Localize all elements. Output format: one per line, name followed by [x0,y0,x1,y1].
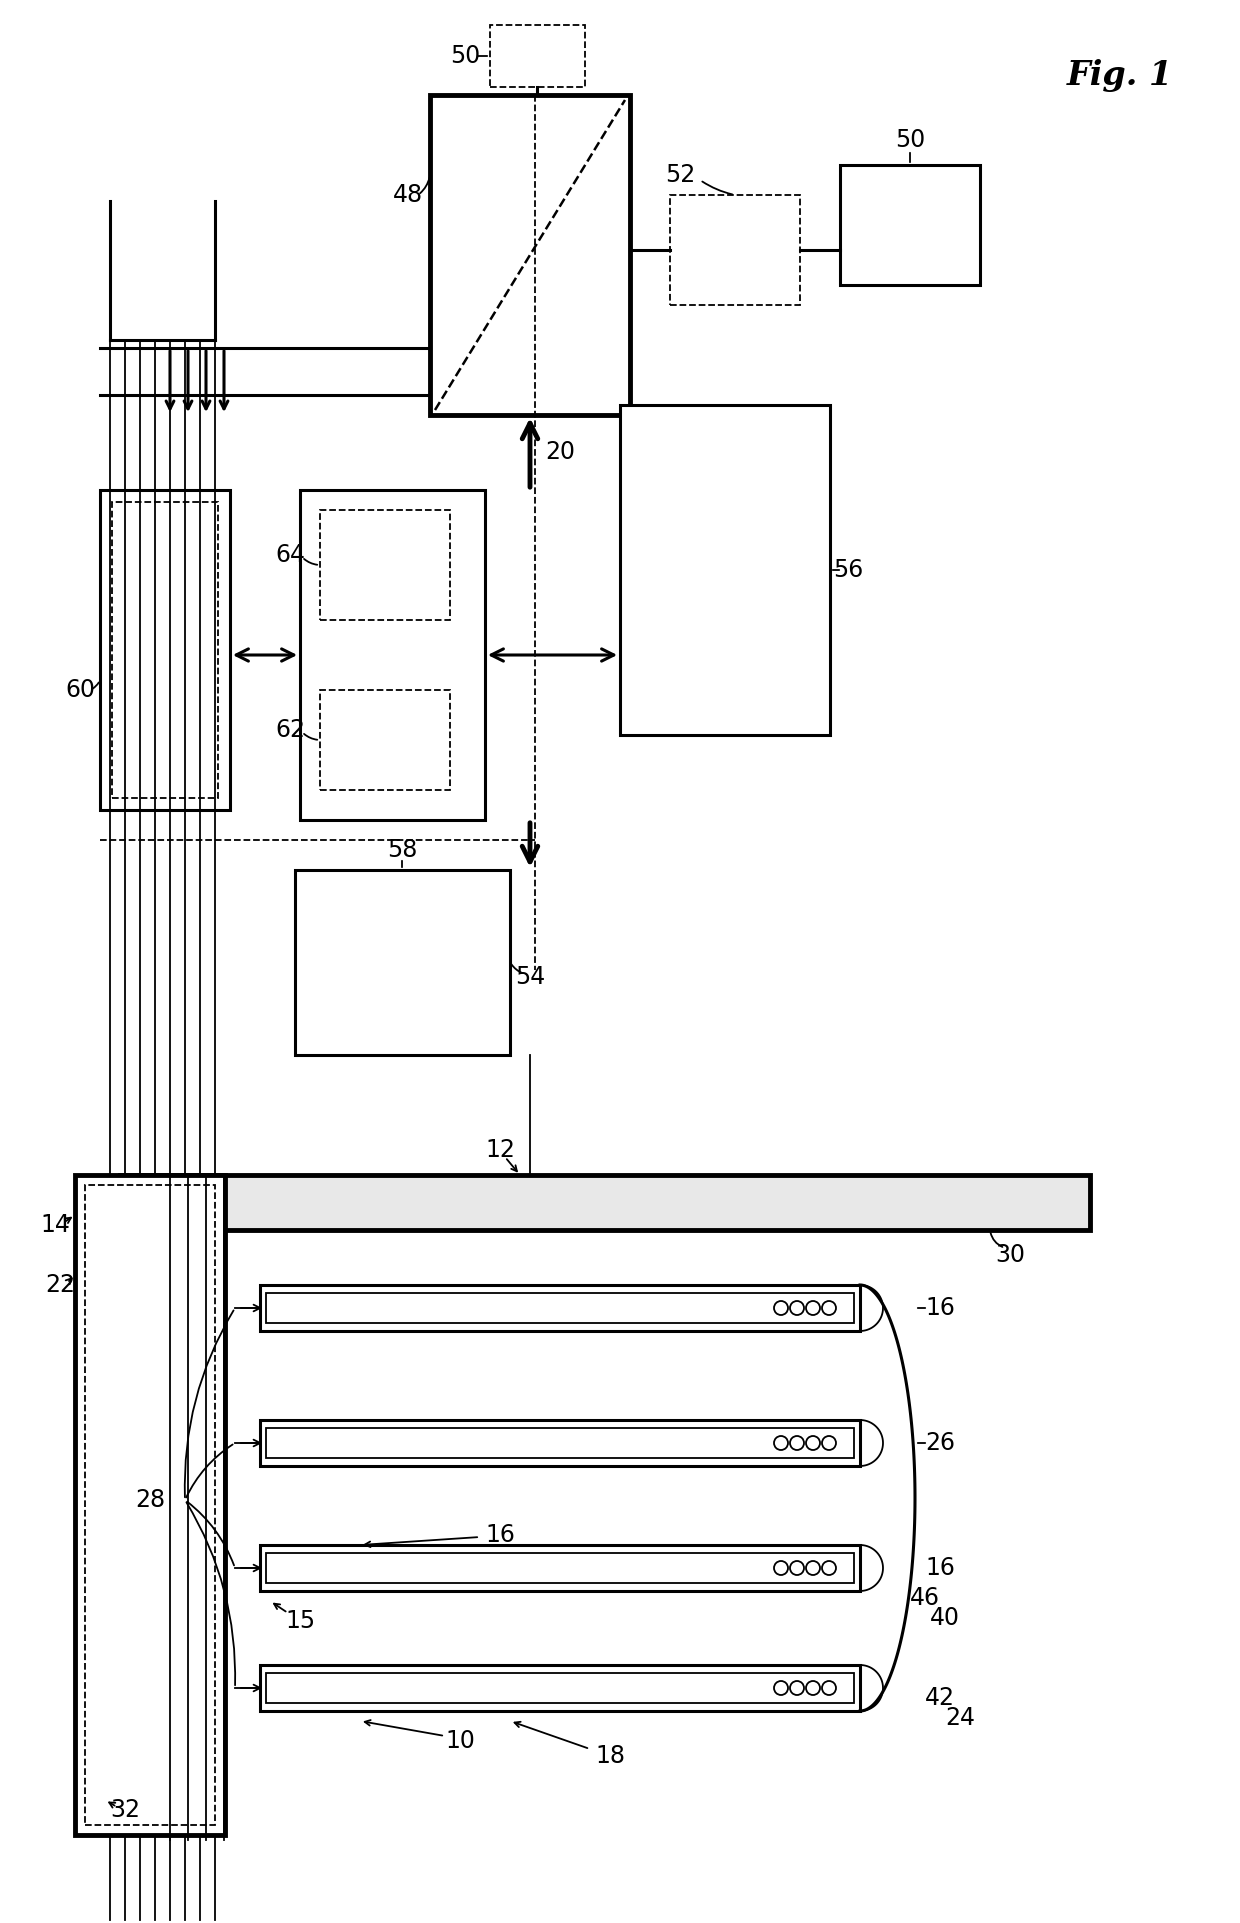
Bar [260,1665,861,1711]
Bar [267,1429,854,1458]
Text: Fig. 1: Fig. 1 [1066,58,1173,92]
Text: 14: 14 [40,1213,69,1236]
Text: 20: 20 [546,440,575,463]
Text: 52: 52 [665,163,696,187]
Bar [320,510,450,619]
Text: 22: 22 [45,1273,74,1296]
Text: 16: 16 [485,1523,515,1546]
Text: 40: 40 [930,1606,960,1631]
Text: 58: 58 [387,838,417,862]
Text: 48: 48 [393,183,423,208]
Text: 24: 24 [945,1706,975,1731]
Bar [74,1175,224,1835]
Bar [100,490,229,810]
Text: 64: 64 [275,542,305,567]
Bar [839,165,980,285]
Bar [670,194,800,306]
Text: 10: 10 [445,1729,475,1754]
Bar [112,502,218,798]
Text: 62: 62 [275,717,305,742]
Bar [260,1419,861,1465]
Text: 50: 50 [450,44,480,67]
Text: 18: 18 [595,1744,625,1767]
Bar [300,490,485,819]
Text: 50: 50 [895,129,925,152]
Bar [295,869,510,1056]
Bar [267,1554,854,1583]
Text: 56: 56 [833,558,863,583]
Text: 54: 54 [515,965,546,988]
Bar [260,1544,861,1590]
Bar [267,1673,854,1704]
Bar [490,25,585,87]
Text: 16: 16 [925,1296,955,1319]
Text: 60: 60 [64,679,95,702]
Bar [86,1185,215,1825]
Bar [260,1285,861,1331]
Text: 15: 15 [285,1610,315,1633]
Text: 30: 30 [994,1242,1025,1267]
Text: 28: 28 [135,1488,165,1511]
Bar [620,406,830,735]
Text: 46: 46 [910,1586,940,1610]
Bar [120,1175,1090,1231]
Text: 26: 26 [925,1431,955,1456]
Text: 42: 42 [925,1686,955,1710]
Bar [320,690,450,790]
Text: 16: 16 [925,1556,955,1581]
Bar [267,1292,854,1323]
Bar [430,94,630,415]
Text: 32: 32 [110,1798,140,1821]
Text: 12: 12 [485,1138,515,1161]
